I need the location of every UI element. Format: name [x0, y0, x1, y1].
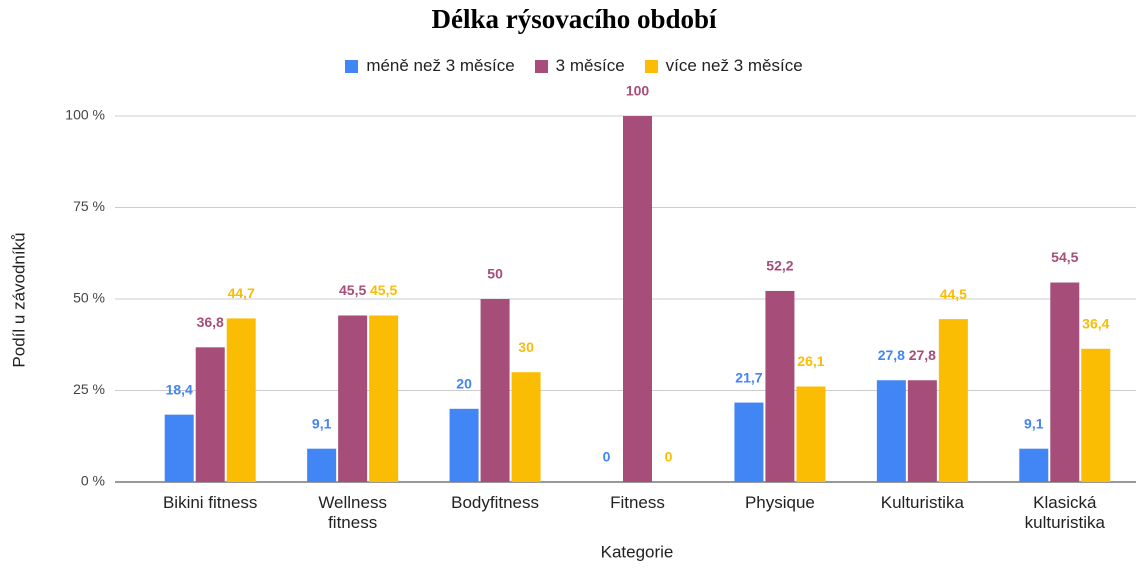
- x-tick-label: Physique: [744, 493, 815, 512]
- bar: [765, 290, 795, 482]
- bar: [369, 315, 399, 482]
- bar: [1050, 282, 1080, 482]
- data-label: 100: [626, 83, 650, 99]
- x-tick-label: Fitness: [610, 493, 665, 512]
- legend-label: 3 měsíce: [555, 56, 625, 75]
- legend-swatch: [644, 59, 658, 73]
- bar: [480, 299, 510, 482]
- legend-swatch: [345, 59, 359, 73]
- bar: [226, 318, 256, 482]
- y-tick-label: 75 %: [73, 198, 105, 214]
- bar: [449, 408, 479, 482]
- x-tick-label: Klasická kulturistika: [1024, 493, 1105, 532]
- y-tick-label: 25 %: [73, 381, 105, 397]
- bar: [623, 116, 652, 482]
- bar: [938, 319, 968, 482]
- bar: [511, 372, 541, 482]
- legend-label: méně než 3 měsíce: [366, 56, 515, 75]
- data-label: 0: [603, 449, 611, 465]
- bar: [907, 380, 937, 482]
- legend-swatch: [534, 59, 548, 73]
- legend-item: více než 3 měsíce: [644, 56, 803, 76]
- legend-label: více než 3 měsíce: [665, 56, 803, 75]
- data-label: 54,5: [1051, 249, 1078, 265]
- y-tick-label: 0 %: [81, 473, 105, 489]
- data-label: 18,4: [166, 381, 193, 397]
- y-axis-title: Podíl u závodníků: [9, 232, 28, 367]
- legend: méně než 3 měsíce 3 měsíce více než 3 měsí…: [0, 56, 1148, 76]
- bar: [734, 402, 764, 482]
- data-label: 44,5: [940, 286, 967, 302]
- bar: [307, 448, 337, 482]
- x-tick-label: Kulturistika: [880, 493, 964, 512]
- data-label: 45,5: [370, 282, 397, 298]
- data-label: 9,1: [1024, 415, 1044, 431]
- legend-item: méně než 3 měsíce: [345, 56, 515, 76]
- data-label: 30: [518, 339, 534, 355]
- data-label: 20: [456, 376, 472, 392]
- data-label: 36,4: [1082, 315, 1109, 331]
- y-tick-label: 50 %: [73, 290, 105, 306]
- bar: [796, 386, 826, 482]
- bar: [164, 414, 194, 482]
- chart-title: Délka rýsovacího období: [431, 4, 717, 34]
- data-label: 50: [487, 266, 503, 282]
- x-tick-label: Wellness fitness: [318, 493, 387, 532]
- bar: [338, 315, 368, 482]
- data-label: 26,1: [797, 353, 824, 369]
- x-tick-label: Bodyfitness: [451, 493, 539, 512]
- bar: [1081, 348, 1111, 482]
- y-tick-label: 100 %: [65, 107, 105, 123]
- data-label: 27,8: [909, 347, 936, 363]
- bar: [1019, 448, 1049, 482]
- data-label: 45,5: [339, 282, 366, 298]
- data-label: 36,8: [197, 314, 224, 330]
- x-tick-label: Bikini fitness: [162, 493, 258, 512]
- legend-item: 3 měsíce: [534, 56, 625, 76]
- data-label: 27,8: [878, 347, 905, 363]
- x-axis-title: Kategorie: [601, 542, 674, 561]
- data-label: 9,1: [312, 415, 332, 431]
- data-label: 21,7: [735, 369, 762, 385]
- data-label: 44,7: [228, 285, 255, 301]
- data-label: 0: [665, 449, 673, 465]
- bar: [195, 347, 225, 482]
- data-label: 52,2: [766, 258, 793, 274]
- bar: [876, 380, 906, 482]
